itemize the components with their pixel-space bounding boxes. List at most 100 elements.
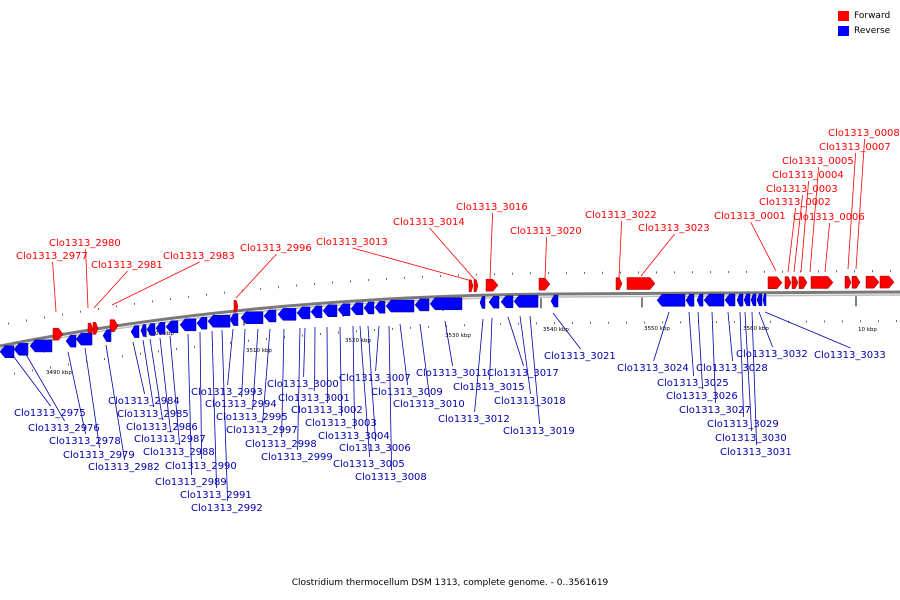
- reverse-gene-label: Clo1313_2975: [14, 408, 86, 419]
- ruler-tick-label: 3510 kbp: [246, 348, 272, 354]
- reverse-gene-label: Clo1313_2998: [245, 439, 317, 450]
- reverse-leader-line: [758, 311, 773, 348]
- reverse-leader-line: [367, 325, 376, 442]
- forward-gene-arrow: [791, 276, 799, 289]
- minor-tick: [68, 363, 69, 366]
- reverse-leader-line: [739, 311, 744, 418]
- reverse-leader-line: [529, 315, 540, 425]
- reverse-gene-label: Clo1313_3005: [333, 459, 405, 470]
- minor-tick: [518, 322, 519, 325]
- minor-tick: [764, 270, 765, 273]
- minor-tick: [158, 350, 159, 353]
- forward-gene-arrow: [485, 278, 499, 292]
- reverse-gene-label: Clo1313_2984: [108, 396, 180, 407]
- reverse-gene-label: Clo1313_3011: [416, 368, 488, 379]
- minor-tick: [890, 270, 891, 273]
- minor-tick: [440, 275, 441, 278]
- reverse-gene-arrow: [322, 304, 338, 317]
- reverse-leader-line: [297, 327, 301, 451]
- minor-tick: [806, 320, 807, 323]
- reverse-gene-arrow: [13, 343, 29, 356]
- reverse-gene-label: Clo1313_3010: [393, 399, 465, 410]
- minor-tick: [872, 270, 873, 273]
- reverse-leader-line: [444, 320, 453, 367]
- reverse-leader-line: [241, 328, 246, 398]
- minor-tick: [464, 324, 465, 327]
- reverse-gene-label: Clo1313_2999: [261, 452, 333, 463]
- reverse-gene-arrow: [685, 293, 695, 307]
- minor-tick: [122, 355, 123, 358]
- minor-tick: [896, 320, 897, 323]
- reverse-gene-arrow: [414, 298, 430, 312]
- reverse-gene-label: Clo1313_2991: [180, 490, 252, 501]
- forward-leader-line: [93, 270, 128, 309]
- forward-swatch: [838, 10, 849, 21]
- reverse-leader-line: [303, 327, 306, 378]
- reverse-leader-line: [375, 325, 380, 372]
- reverse-leader-line: [211, 330, 217, 489]
- reverse-leader-line: [352, 325, 355, 430]
- reverse-gene-arrow: [140, 324, 147, 337]
- reverse-gene-arrow: [229, 313, 239, 326]
- minor-tick: [620, 271, 621, 274]
- reverse-gene-arrow: [385, 299, 415, 313]
- minor-tick: [854, 270, 855, 273]
- reverse-gene-label: Clo1313_2988: [143, 447, 215, 458]
- minor-tick: [188, 295, 189, 298]
- minor-tick: [302, 334, 303, 337]
- minor-tick: [536, 322, 537, 325]
- forward-leader-line: [800, 180, 809, 273]
- reverse-gene-label: Clo1313_2982: [88, 462, 160, 473]
- forward-leader-line: [855, 138, 865, 270]
- reverse-gene-label: Clo1313_2990: [165, 461, 237, 472]
- minor-tick: [476, 273, 477, 276]
- reverse-gene-arrow: [29, 339, 53, 353]
- reverse-leader-line: [84, 347, 100, 449]
- forward-gene-label: Clo1313_3023: [638, 223, 710, 234]
- minor-tick: [716, 321, 717, 324]
- reverse-gene-label: Clo1313_3002: [291, 405, 363, 416]
- reverse-gene-arrow: [0, 345, 15, 359]
- reverse-leader-line: [67, 351, 86, 435]
- minor-tick: [842, 320, 843, 323]
- reverse-gene-label: Clo1313_2995: [216, 412, 288, 423]
- reverse-gene-arrow: [263, 309, 277, 323]
- minor-tick: [140, 352, 141, 355]
- reverse-leader-line: [19, 343, 65, 422]
- minor-tick: [590, 321, 591, 324]
- minor-tick: [44, 316, 45, 319]
- reverse-gene-arrow: [240, 311, 264, 324]
- forward-leader-line: [52, 261, 57, 313]
- minor-tick: [770, 320, 771, 323]
- reverse-leader-line: [519, 315, 531, 395]
- ruler-tick-label: 10 kbp: [858, 327, 877, 333]
- reverse-leader-line: [326, 326, 328, 404]
- reverse-gene-arrow: [296, 306, 311, 320]
- forward-gene-label: Clo1313_3022: [585, 210, 657, 221]
- minor-tick: [644, 321, 645, 324]
- minor-tick: [494, 273, 495, 276]
- reverse-gene-label: Clo1313_2993: [191, 387, 263, 398]
- forward-leader-line: [750, 221, 777, 272]
- minor-tick: [860, 320, 861, 323]
- reverse-gene-label: Clo1313_2978: [49, 436, 121, 447]
- minor-tick: [500, 323, 501, 326]
- reverse-gene-arrow: [762, 293, 767, 307]
- minor-tick: [782, 270, 783, 273]
- forward-gene-arrow: [468, 279, 474, 293]
- reverse-gene-arrow: [756, 293, 763, 307]
- minor-tick: [554, 322, 555, 325]
- reverse-gene-arrow: [165, 320, 179, 334]
- reverse-gene-label: Clo1313_3003: [305, 418, 377, 429]
- ruler-tick-label: 3530 kbp: [445, 333, 471, 339]
- reverse-gene-arrow: [277, 308, 297, 321]
- minor-tick: [32, 369, 33, 372]
- reverse-gene-arrow: [724, 293, 736, 307]
- forward-leader-line: [489, 212, 493, 281]
- reverse-gene-arrow: [703, 293, 725, 307]
- minor-tick: [104, 357, 105, 360]
- reverse-gene-label: Clo1313_2989: [155, 477, 227, 488]
- forward-leader-line: [111, 261, 200, 306]
- reverse-leader-line: [688, 311, 694, 377]
- reverse-leader-line: [281, 328, 285, 438]
